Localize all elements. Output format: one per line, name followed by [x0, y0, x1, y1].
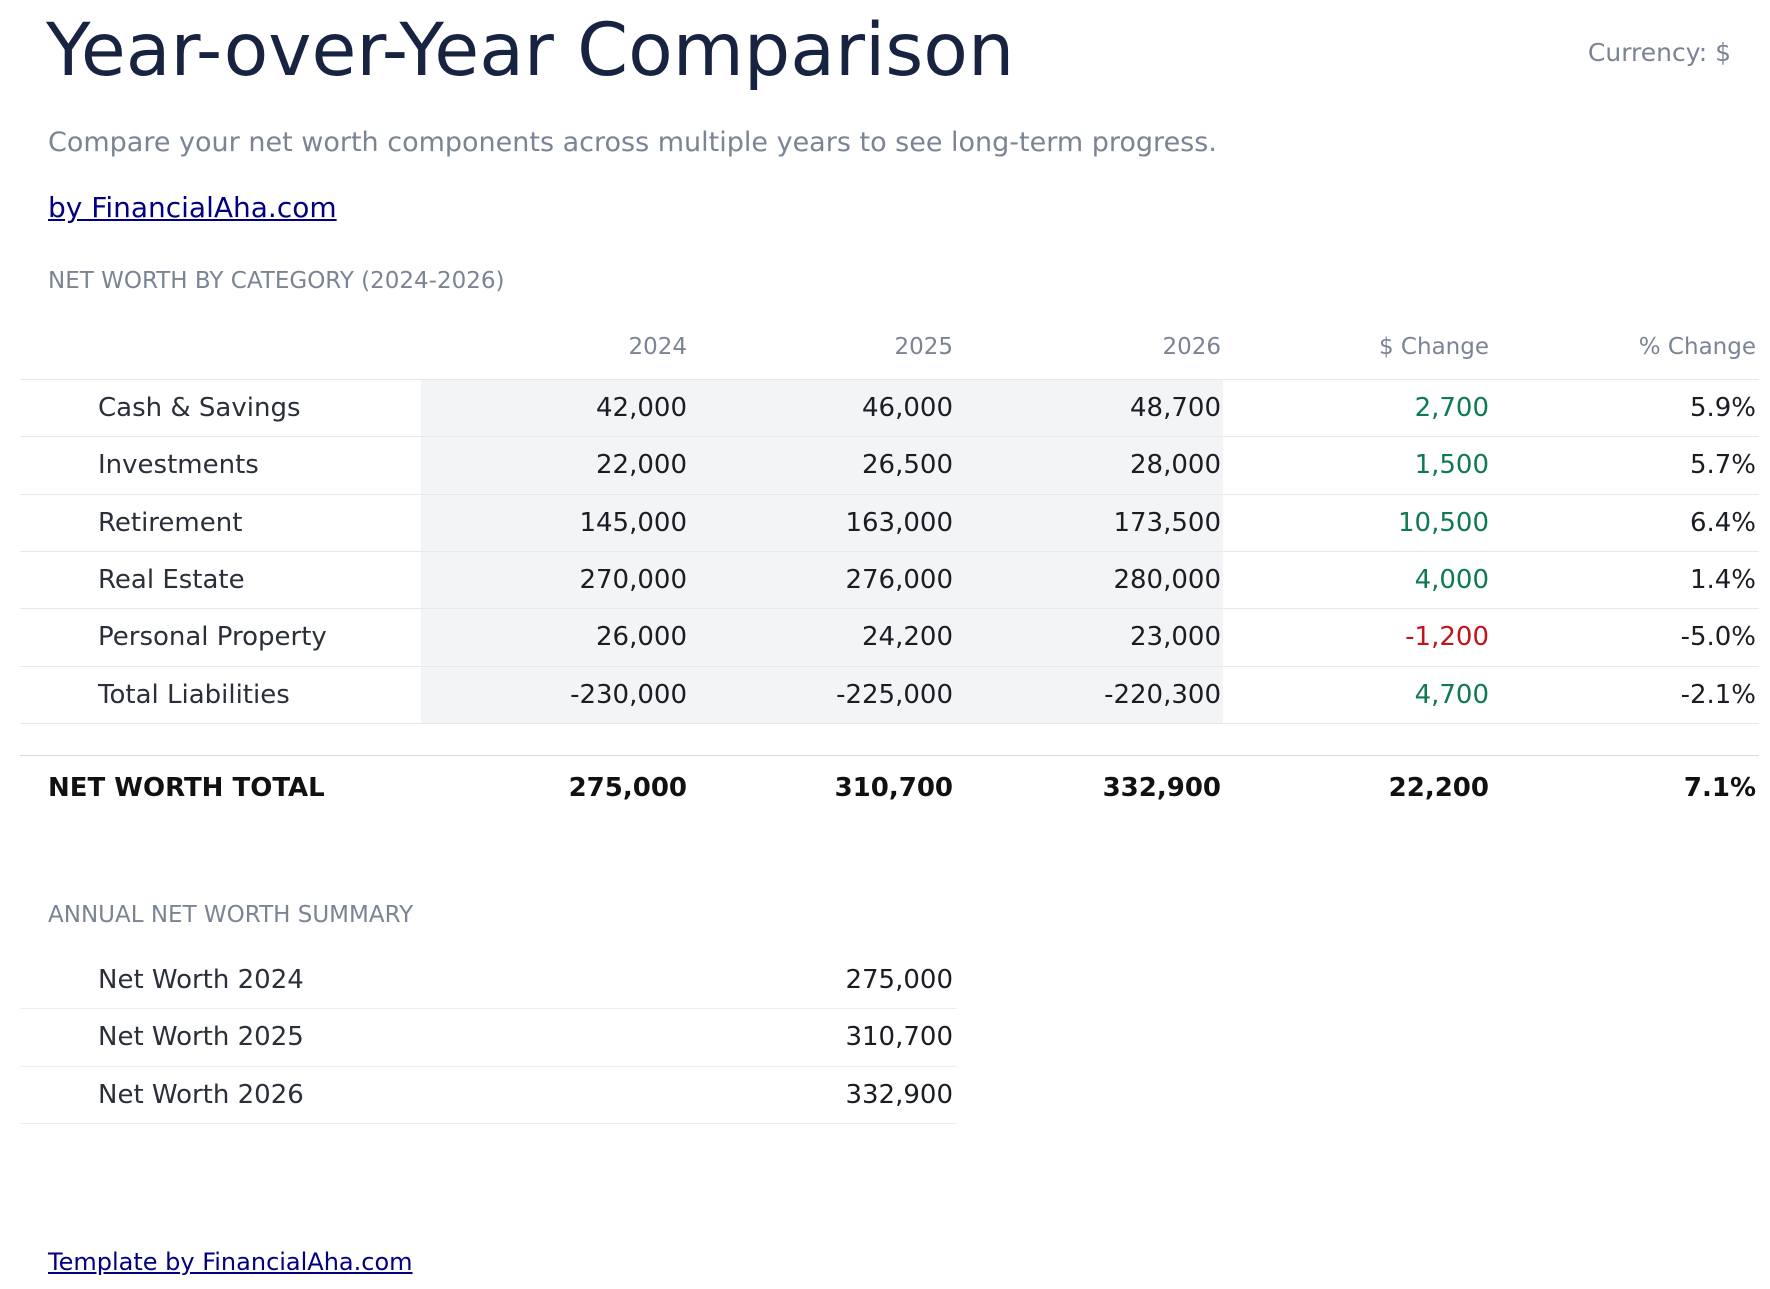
column-header: 2026	[1162, 334, 1221, 360]
cell: 280,000	[1113, 564, 1221, 595]
cell: 48,700	[1130, 393, 1221, 423]
cell: 23,000	[1130, 622, 1221, 653]
row-label: Cash & Savings	[98, 393, 301, 423]
total-divider	[20, 755, 1759, 756]
section-title: ANNUAL NET WORTH SUMMARY	[48, 902, 414, 928]
cell: 26,000	[596, 622, 687, 653]
cell: 42,000	[596, 393, 687, 423]
cell: 4,000	[1414, 564, 1489, 595]
cell: 24,200	[862, 622, 953, 653]
column-header: $ Change	[1378, 334, 1489, 360]
cell: 46,000	[862, 393, 953, 423]
row-divider	[20, 665, 1759, 667]
total-cell: 22,200	[1388, 773, 1489, 803]
total-cell: 310,700	[834, 773, 953, 803]
row-label: Retirement	[98, 507, 243, 538]
summary-label: Net Worth 2026	[98, 1079, 304, 1110]
total-cell: 332,900	[1102, 773, 1221, 803]
cell: 1,500	[1414, 450, 1489, 481]
cell: -230,000	[570, 679, 687, 710]
row-divider	[20, 493, 1759, 495]
summary-label: Net Worth 2025	[98, 1022, 304, 1053]
row-label: Personal Property	[98, 622, 327, 653]
row-label: Real Estate	[98, 564, 245, 595]
cell: 2,700	[1414, 393, 1489, 423]
column-header: 2025	[894, 334, 953, 360]
currency: Currency: $	[1587, 38, 1731, 67]
cell: 5.7%	[1689, 450, 1756, 481]
author-link[interactable]: by FinancialAha.com	[48, 191, 337, 224]
column-header: % Change	[1638, 334, 1756, 360]
cell: -220,300	[1104, 679, 1221, 710]
total-cell: 7.1%	[1683, 773, 1756, 803]
cell: -1,200	[1405, 622, 1489, 653]
summary-value: 332,900	[845, 1079, 953, 1110]
cell: 276,000	[845, 564, 953, 595]
row-divider	[20, 722, 1759, 724]
cell: 22,000	[596, 450, 687, 481]
row-divider	[20, 1065, 957, 1067]
section-title: NET WORTH BY CATEGORY (2024-2026)	[48, 268, 505, 294]
footer-link[interactable]: Template by FinancialAha.com	[48, 1248, 413, 1276]
cell: 28,000	[1130, 450, 1221, 481]
cell: 270,000	[579, 564, 687, 595]
total-cell: 275,000	[568, 773, 687, 803]
cell: 10,500	[1398, 507, 1489, 538]
cell: 5.9%	[1689, 393, 1756, 423]
cell: 6.4%	[1689, 507, 1756, 538]
cell: 163,000	[845, 507, 953, 538]
column-header: 2024	[628, 334, 687, 360]
cell: 26,500	[862, 450, 953, 481]
cell: -5.0%	[1680, 622, 1756, 653]
row-label: Total Liabilities	[98, 679, 290, 710]
row-divider	[20, 1008, 957, 1010]
summary-value: 310,700	[845, 1022, 953, 1053]
cell: -225,000	[836, 679, 953, 710]
cell: 1.4%	[1689, 564, 1756, 595]
row-divider	[20, 379, 1759, 380]
row-divider	[20, 436, 1759, 438]
subtitle: Compare your net worth components across…	[48, 127, 1217, 158]
row-divider	[20, 550, 1759, 552]
cell: 145,000	[579, 507, 687, 538]
summary-value: 275,000	[845, 965, 953, 995]
row-divider	[20, 1122, 957, 1124]
cell: 173,500	[1113, 507, 1221, 538]
summary-label: Net Worth 2024	[98, 965, 304, 995]
page-title: Year-over-Year Comparison	[46, 8, 1015, 93]
row-label: Investments	[98, 450, 259, 481]
row-divider	[20, 608, 1759, 610]
cell: -2.1%	[1680, 679, 1756, 710]
total-label: NET WORTH TOTAL	[48, 773, 325, 803]
cell: 4,700	[1414, 679, 1489, 710]
